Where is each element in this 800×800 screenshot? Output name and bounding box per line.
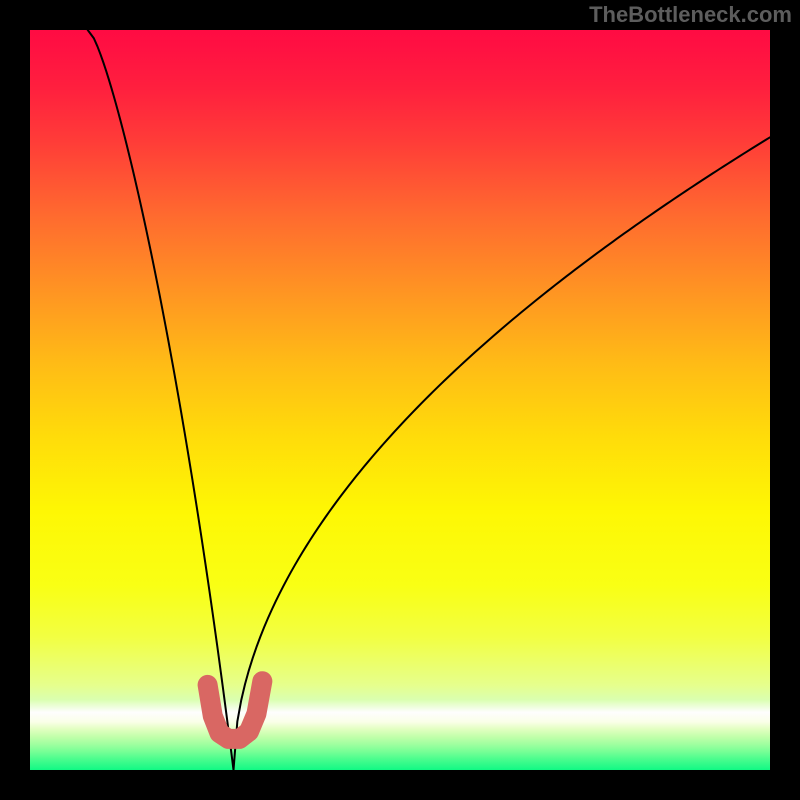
credit-text: TheBottleneck.com — [589, 2, 792, 28]
gradient-background — [30, 30, 770, 770]
chart-svg — [0, 0, 800, 800]
